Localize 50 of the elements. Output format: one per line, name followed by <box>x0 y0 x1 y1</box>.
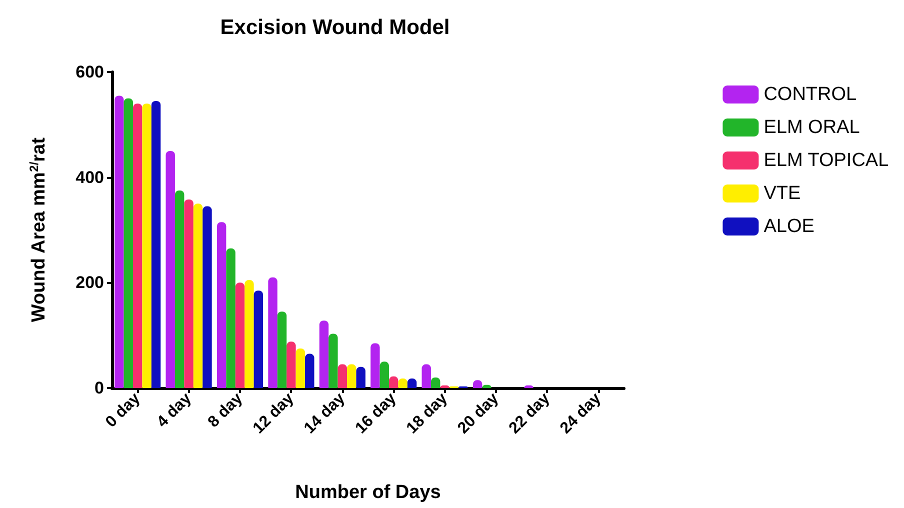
bar <box>370 343 380 388</box>
x-tick-label: 4 day <box>154 390 195 431</box>
y-axis-title: Wound Area mm2/rat <box>27 136 50 322</box>
bar <box>305 354 314 388</box>
x-tick-label: 8 day <box>205 390 246 431</box>
bar <box>226 248 236 388</box>
bar <box>166 151 175 388</box>
bar <box>193 204 203 388</box>
bar <box>422 364 431 388</box>
legend-label: ELM ORAL <box>764 117 860 138</box>
bar <box>338 364 348 388</box>
chart-title: Excision Wound Model <box>220 16 450 39</box>
bar <box>142 104 152 388</box>
bar <box>235 282 245 388</box>
bar <box>216 222 226 388</box>
y-tick-label: 200 <box>76 273 104 292</box>
y-tick-label: 0 <box>94 378 104 398</box>
x-tick-label: 20 day <box>454 390 502 438</box>
legend-label: CONTROL <box>764 84 857 105</box>
bar <box>347 364 356 388</box>
bar <box>268 277 278 388</box>
x-tick-label: 14 day <box>301 390 348 438</box>
bar <box>132 104 142 388</box>
bar <box>244 280 254 388</box>
bar <box>202 206 212 388</box>
legend-label: ALOE <box>764 216 814 237</box>
bar <box>254 290 264 388</box>
bar <box>328 334 338 388</box>
bar <box>151 100 161 388</box>
legend-label: ELM TOPICAL <box>764 150 889 171</box>
x-tick-label: 18 day <box>404 390 451 438</box>
legend-label: VTE <box>764 183 801 204</box>
x-tick-label: 24 day <box>557 390 604 438</box>
bar <box>277 312 287 388</box>
bar <box>296 348 306 388</box>
y-tick-label: 600 <box>76 62 104 82</box>
x-tick-label: 12 day <box>250 390 298 438</box>
bar <box>356 366 366 388</box>
x-axis-title: Number of Days <box>295 482 441 503</box>
y-tick-label: 400 <box>76 168 104 187</box>
x-tick-label: 16 day <box>352 390 400 438</box>
x-tick-label: 0 day <box>102 390 144 431</box>
bar <box>174 190 184 388</box>
bar <box>319 320 329 388</box>
bar <box>380 362 389 388</box>
bar <box>124 98 133 388</box>
bar <box>184 199 194 388</box>
x-tick-label: 22 day <box>506 390 554 438</box>
bar <box>114 96 124 388</box>
bar <box>286 342 296 388</box>
